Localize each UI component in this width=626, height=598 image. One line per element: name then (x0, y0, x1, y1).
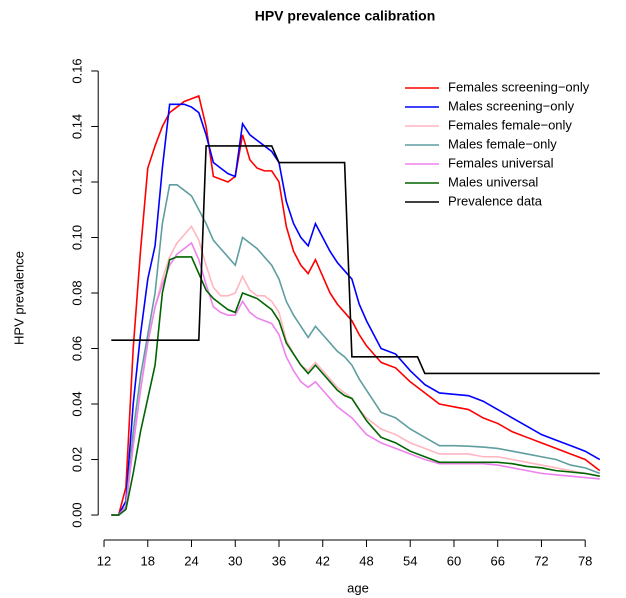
legend-label: Males female−only (448, 136, 557, 151)
series-line (111, 94, 601, 516)
x-tick-label: 12 (97, 553, 111, 568)
series-line (111, 183, 601, 516)
y-tick-label: 0.06 (70, 336, 85, 361)
x-tick-label: 48 (359, 553, 373, 568)
y-tick-label: 0.00 (70, 502, 85, 527)
chart-title: HPV prevalence calibration (255, 8, 436, 24)
series-line (111, 103, 601, 516)
x-tick-label: 36 (272, 553, 286, 568)
y-tick-label: 0.14 (70, 114, 85, 139)
x-tick-label: 60 (447, 553, 461, 568)
x-tick-label: 18 (141, 553, 155, 568)
series-line (111, 256, 600, 516)
series-line (111, 145, 600, 375)
x-tick-label: 24 (184, 553, 198, 568)
y-tick-label: 0.16 (70, 58, 85, 83)
x-tick-label: 42 (316, 553, 330, 568)
legend-label: Males screening−only (448, 98, 575, 113)
legend-label: Females universal (448, 155, 554, 170)
x-tick-label: 78 (578, 553, 592, 568)
legend-label: Males universal (448, 174, 538, 189)
x-axis-label: age (347, 580, 369, 595)
y-tick-label: 0.10 (70, 225, 85, 250)
y-tick-label: 0.08 (70, 280, 85, 305)
x-tick-label: 54 (403, 553, 417, 568)
legend-label: Females female−only (448, 117, 572, 132)
legend-label: Females screening−only (448, 79, 590, 94)
y-tick-label: 0.02 (70, 447, 85, 472)
x-tick-label: 72 (534, 553, 548, 568)
y-tick-label: 0.04 (70, 391, 85, 416)
legend-label: Prevalence data (448, 193, 543, 208)
x-tick-label: 30 (228, 553, 242, 568)
x-tick-label: 66 (490, 553, 504, 568)
series-line (111, 241, 600, 516)
y-axis-label: HPV prevalence (11, 251, 26, 345)
y-tick-label: 0.12 (70, 169, 85, 194)
